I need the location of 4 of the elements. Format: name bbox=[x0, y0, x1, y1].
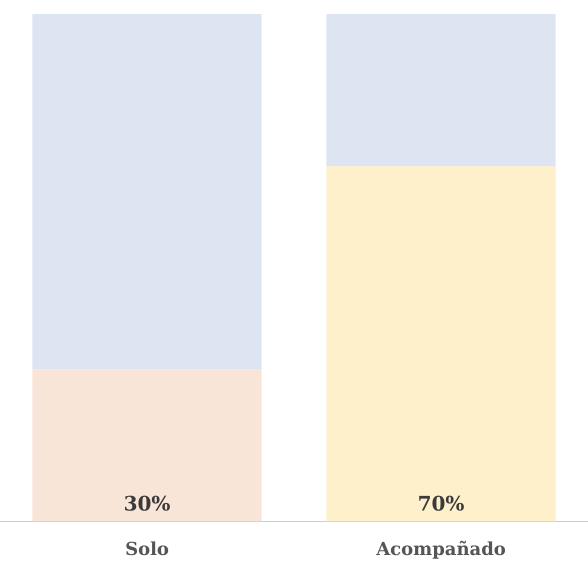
x-tick-label: Acompañado bbox=[375, 538, 506, 560]
data-label: 70% bbox=[418, 492, 464, 516]
x-tick-label: Solo bbox=[125, 538, 169, 560]
data-label: 30% bbox=[124, 492, 170, 516]
